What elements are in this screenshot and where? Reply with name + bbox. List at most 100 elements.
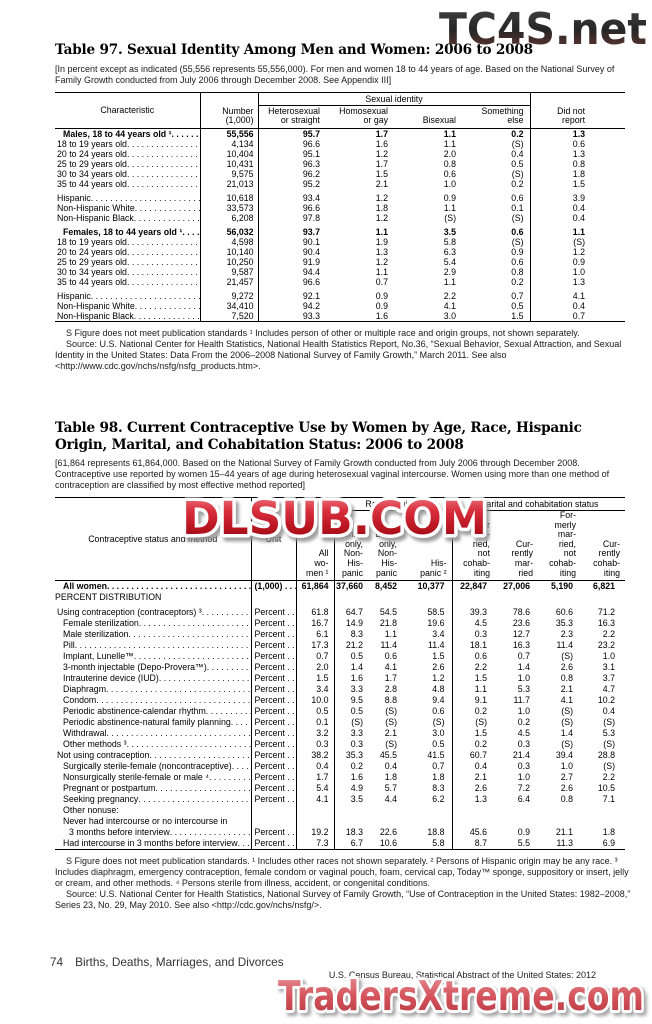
data-cell: 0.6 xyxy=(384,651,397,662)
column-header-number: Number (1,000) xyxy=(200,92,259,129)
leader-dots xyxy=(127,169,199,179)
footnote: S Figure does not meet publication stand… xyxy=(55,856,629,889)
data-cell: 0.3 xyxy=(296,739,335,751)
data-cell xyxy=(296,592,335,604)
unit-cell: Percent . . xyxy=(251,618,297,630)
data-cell: 18.3 xyxy=(345,827,363,838)
data-cell: 0.9 xyxy=(572,256,586,267)
table-row: Had intercourse in 3 months before inter… xyxy=(55,838,625,850)
data-cell: 34,410 xyxy=(200,300,259,311)
data-cell: 96.6 xyxy=(302,202,320,213)
data-cell: 6.9 xyxy=(602,838,616,849)
row-label: 30 to 34 years old xyxy=(55,168,201,179)
data-cell: 0.9 xyxy=(517,827,531,838)
data-cell: 1.5 xyxy=(375,168,388,179)
page-footer: 74 Births, Deaths, Marriages, and Divorce… xyxy=(50,955,284,969)
row-label-text: Hispanic xyxy=(57,192,91,203)
leader-dots xyxy=(134,213,199,223)
data-cell: 1.0 xyxy=(443,178,456,189)
row-label-wrap: All women xyxy=(63,581,250,592)
leader-dots xyxy=(127,267,199,277)
leader-dots xyxy=(135,203,199,213)
table-row: Males, 18 to 44 years old ¹ 55,556 95.7 1.7… xyxy=(55,128,625,139)
data-cell: 33,573 xyxy=(200,202,259,213)
leader-dots xyxy=(149,750,250,761)
data-cell: 0.2 xyxy=(474,739,488,750)
row-label: Surgically sterile-female (noncontracept… xyxy=(55,761,252,773)
row-label-wrap: 3 months before interview xyxy=(69,827,250,838)
unit-cell: Percent . . xyxy=(251,728,297,740)
data-cell: 0.9 xyxy=(443,192,456,203)
row-label: Condom xyxy=(55,695,252,707)
data-cell: 1.2 xyxy=(375,192,388,203)
table-row: 20 to 24 years old 10,140 90.4 1.3 6.3 0.9 1.2 xyxy=(55,246,625,257)
row-label-wrap: 18 to 19 years old xyxy=(57,237,199,247)
data-cell: 4.5 xyxy=(517,728,531,739)
row-label-wrap: Nonsurgically sterile-female or male ⁴ xyxy=(63,772,250,783)
data-cell xyxy=(452,816,495,827)
table-row: Periodic abstinence-calendar rhythm Perce… xyxy=(55,706,625,718)
leader-dots xyxy=(75,640,250,651)
data-cell: 97.8 xyxy=(302,212,320,223)
data-cell: 9.5 xyxy=(350,695,363,706)
leader-dots xyxy=(96,695,250,706)
data-cell: 16.7 xyxy=(296,618,335,630)
leader-dots xyxy=(91,193,199,203)
row-label: Not using contraception xyxy=(55,750,252,762)
data-cell: 10.6 xyxy=(379,838,397,849)
row-label-wrap: PERCENT DISTRIBUTION xyxy=(55,592,250,603)
row-label-text: 25 to 29 years old xyxy=(57,158,127,169)
row-label-text: 3-month injectable (Depo-Provera™) xyxy=(63,662,207,673)
row-label: 20 to 24 years old xyxy=(55,148,201,159)
data-cell: 3.3 xyxy=(350,728,363,739)
table-row: Implant, Lunelle™Percent . .0.70.50.61.5… xyxy=(55,651,625,663)
data-cell: 94.4 xyxy=(302,266,320,277)
unit-cell: Percent . . xyxy=(251,640,297,652)
data-cell: 2.9 xyxy=(443,266,456,277)
table-row: Male sterilization Percent . .6.1 8.3 1.1 3.… xyxy=(55,629,625,641)
unit-cell: Percent . . xyxy=(251,783,297,795)
table-row: Not using contraception Percent . .38.2 35… xyxy=(55,750,625,762)
data-cell: 4.1 xyxy=(443,300,456,311)
data-cell: 90.4 xyxy=(302,246,320,257)
data-cell: 2.6 xyxy=(560,662,574,673)
data-cell: 1.7 xyxy=(384,673,397,684)
data-cell: 9,575 xyxy=(200,168,259,179)
data-cell: 0.5 xyxy=(296,706,335,718)
row-label-wrap: Periodic abstinence-natural family plann… xyxy=(63,717,250,728)
data-cell: 1.1 xyxy=(375,266,388,277)
data-cell: 0.2 xyxy=(350,761,363,772)
table97-note: [In percent except as indicated (55,556 … xyxy=(55,63,615,85)
data-cell: 0.6 xyxy=(443,168,456,179)
data-cell: 0.3 xyxy=(517,739,531,750)
table-row: Intrauterine device (IUD)Percent . .1.51… xyxy=(55,673,625,685)
row-label-wrap: Seeking pregnancy xyxy=(63,794,250,805)
column-header-marital: Cur- rently mar- ried xyxy=(495,510,539,582)
row-label: Implant, Lunelle™ xyxy=(55,651,252,663)
row-label: Intrauterine device (IUD) xyxy=(55,673,252,685)
leader-dots xyxy=(127,149,199,159)
row-label-text: All women xyxy=(63,581,107,592)
data-cell: 35.3 xyxy=(555,618,574,629)
data-cell: 2.2 xyxy=(602,629,616,640)
row-label-wrap: Using contraception (contraceptors) ³ xyxy=(57,607,250,618)
row-label-text: Pregnant or postpartum xyxy=(63,783,156,794)
row-label: PERCENT DISTRIBUTION xyxy=(55,592,252,604)
row-label-wrap: Male sterilization xyxy=(63,629,250,640)
row-label-wrap: Non-Hispanic White xyxy=(57,203,199,213)
data-cell: (S) xyxy=(385,706,397,717)
row-label-text: 35 to 44 years old xyxy=(57,276,127,287)
row-label-wrap: Condom xyxy=(63,695,250,706)
table-row: Condom Percent . .10.0 9.5 8.8 9.4 9.1 11.7 4.1… xyxy=(55,695,625,707)
data-cell: 6,208 xyxy=(200,212,259,223)
data-cell: 7.2 xyxy=(517,783,531,794)
data-cell: (S) xyxy=(603,761,616,772)
table98-section: Table 98. Current Contraceptive Use by W… xyxy=(55,420,638,911)
data-cell: (S) xyxy=(402,717,453,729)
table-row: Pill Percent . .17.3 21.2 11.4 11.4 18.1 16.3 1… xyxy=(55,640,625,652)
row-label: 25 to 29 years old xyxy=(55,158,201,169)
leader-dots xyxy=(107,581,250,592)
data-cell: 92.1 xyxy=(302,290,320,301)
table-row: Non-Hispanic White 33,573 96.6 1.8 1.1 0.1 0.4 xyxy=(55,202,625,213)
data-cell: 3.2 xyxy=(296,728,335,740)
